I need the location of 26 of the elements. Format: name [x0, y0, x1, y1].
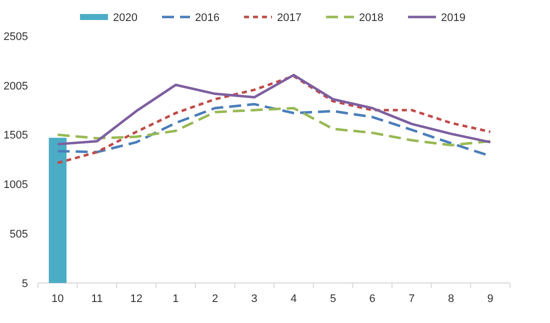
line-series [56, 74, 492, 146]
x-tick-label: 10 [52, 293, 64, 305]
legend-label: 2019 [441, 12, 466, 24]
legend-label: 2018 [359, 12, 384, 24]
x-tick-label: 4 [290, 293, 297, 305]
x-tick-label: 5 [330, 293, 336, 305]
x-tick-label: 6 [369, 293, 376, 305]
x-tick-label: 8 [448, 293, 454, 305]
x-tick-label: 9 [487, 293, 494, 305]
legend-label: 2020 [113, 12, 138, 24]
y-tick-label: 505 [10, 228, 28, 240]
line-series [56, 106, 492, 146]
legend-label: 2017 [277, 12, 302, 24]
y-tick-label: 1505 [4, 130, 28, 142]
y-tick-label: 2005 [4, 80, 28, 92]
y-tick-label: 5 [22, 278, 28, 290]
x-tick-label: 2 [212, 293, 218, 305]
x-tick-label: 3 [251, 293, 258, 305]
x-tick-label: 7 [408, 293, 415, 305]
x-tick-label: 12 [130, 293, 142, 305]
x-tick-label: 11 [91, 293, 103, 305]
x-tick-label: 1 [172, 293, 179, 305]
line-series [56, 74, 492, 164]
y-tick-label: 2505 [4, 30, 28, 43]
legend-label: 2016 [195, 12, 220, 24]
y-tick-label: 1005 [4, 179, 28, 192]
